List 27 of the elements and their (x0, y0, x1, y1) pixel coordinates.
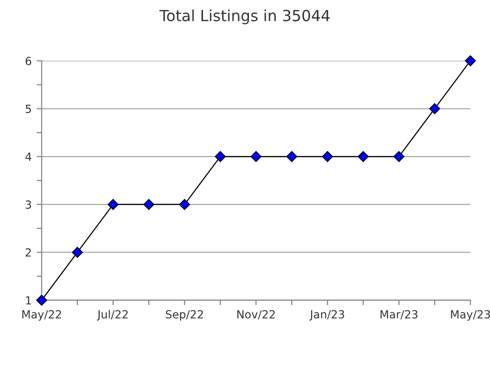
y-tick-label: 6 (26, 56, 32, 66)
point (214, 151, 226, 162)
point (286, 151, 298, 162)
y-tick-label: 4 (25, 152, 32, 161)
x-tick-label: Nov/22 (237, 310, 275, 320)
x-tick-label: May/23 (451, 310, 490, 321)
x-tick-label: May/22 (22, 310, 61, 321)
x-tick-label: Sep/22 (166, 310, 203, 321)
point (393, 151, 404, 162)
point (250, 151, 262, 162)
y-tick-label: 1 (26, 296, 31, 304)
point (464, 55, 476, 66)
x-tick-label: Jan/23 (309, 310, 344, 321)
point (36, 294, 48, 306)
point (179, 198, 190, 210)
point (143, 198, 154, 210)
point (108, 198, 119, 210)
point (72, 246, 83, 258)
y-tick-label: 2 (26, 248, 31, 257)
y-tick-label: 3 (26, 200, 32, 209)
y-tick-label: 5 (26, 104, 31, 114)
chart-title: Total Listings in 35044 (159, 10, 330, 24)
x-tick-label: Mar/23 (380, 310, 418, 320)
point (429, 103, 440, 114)
point (322, 151, 333, 162)
x-tick-label: Jul/22 (96, 310, 128, 321)
point (358, 151, 369, 162)
